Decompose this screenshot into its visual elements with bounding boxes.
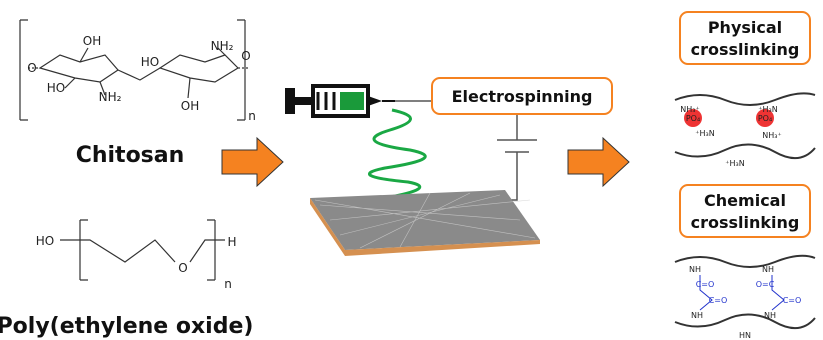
diagram: OHOHONH₂HOONH₂OHnHOOHnChitosanPoly(ethyl… bbox=[0, 0, 823, 340]
chitosan-structure bbox=[20, 20, 250, 120]
chem-label: NH₃⁺ bbox=[762, 131, 781, 140]
chem-label: OH bbox=[83, 34, 101, 48]
name: Poly(ethylene oxide) bbox=[0, 314, 253, 339]
chem-label: NH bbox=[762, 265, 774, 274]
label: Electrospinning bbox=[452, 87, 593, 106]
chem-label: H bbox=[227, 235, 236, 249]
fiber-mat bbox=[310, 190, 540, 250]
chem-label: HO bbox=[47, 81, 65, 95]
arrow bbox=[222, 138, 283, 186]
chem-label: n bbox=[248, 109, 256, 123]
chem-label: HO bbox=[141, 55, 159, 69]
panel-title: Chemical bbox=[704, 191, 786, 210]
panel-title: crosslinking bbox=[691, 213, 800, 232]
panel-title: Physical bbox=[708, 18, 782, 37]
jet bbox=[369, 110, 425, 198]
chem-label: NH bbox=[691, 311, 703, 320]
chem-label: ⁺H₃N bbox=[725, 159, 744, 168]
chem-label: OH bbox=[181, 99, 199, 113]
chem-label: n bbox=[224, 277, 232, 291]
chem-label: O bbox=[178, 261, 187, 275]
chem-label: NH₂ bbox=[99, 90, 122, 104]
arrow bbox=[568, 138, 629, 186]
panel-title: crosslinking bbox=[691, 40, 800, 59]
chem-label: NH bbox=[689, 265, 701, 274]
chem-label: O bbox=[27, 61, 36, 75]
chem-label: PO₄ bbox=[758, 114, 772, 123]
chem-label: NH bbox=[764, 311, 776, 320]
chem-label: C=O bbox=[696, 280, 715, 289]
chem-label: PO₄ bbox=[686, 114, 700, 123]
chem-label: O=C bbox=[756, 280, 775, 289]
name: Chitosan bbox=[76, 143, 185, 168]
chem-label: HN bbox=[739, 331, 751, 340]
chem-label: O bbox=[241, 49, 250, 63]
chem-label: HO bbox=[36, 234, 54, 248]
syringe bbox=[285, 86, 395, 116]
chem-label: C=O bbox=[783, 296, 802, 305]
chem-label: ⁺H₃N bbox=[758, 105, 777, 114]
chem-label: ⁺H₃N bbox=[695, 129, 714, 138]
chem-label: NH₃⁺ bbox=[680, 105, 699, 114]
peo-structure bbox=[60, 220, 225, 280]
chem-label: NH₂ bbox=[211, 39, 234, 53]
chem-label: C=O bbox=[709, 296, 728, 305]
